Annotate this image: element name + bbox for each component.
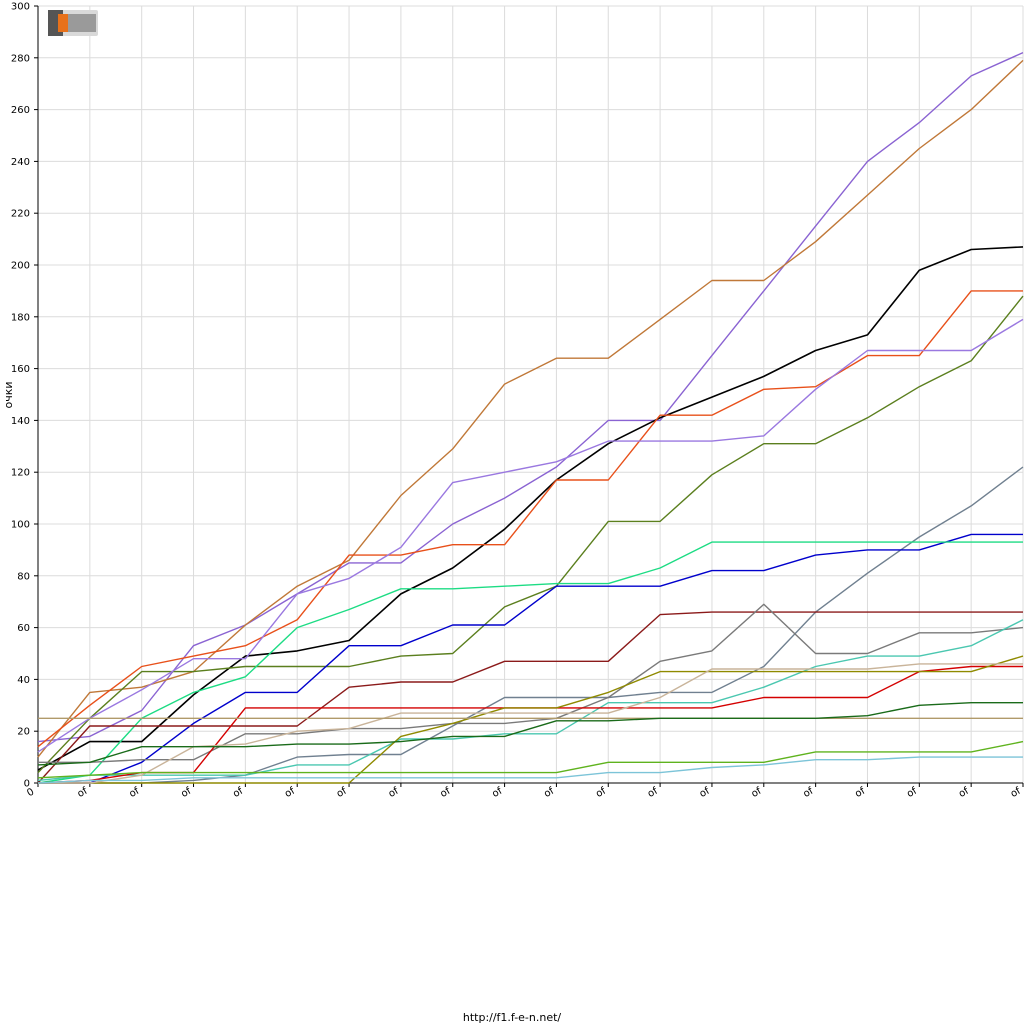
y-tick-label: 80	[17, 571, 30, 582]
series-line-4	[37, 290, 1023, 748]
series-lines	[37, 51, 1024, 784]
series-line-3	[37, 246, 1024, 771]
y-tick-label: 220	[11, 209, 30, 220]
series-line-19	[37, 756, 1023, 784]
y-tick-label: 240	[11, 157, 30, 168]
y-tick-label: 300	[11, 2, 30, 13]
series-line-11	[38, 603, 1024, 763]
x-tick-labels: 0 of of of of of of of of of of of of of of of of of of of	[25, 785, 1023, 800]
chart-grid	[37, 5, 1024, 784]
y-tick-label: 100	[11, 520, 30, 531]
series-line-17	[37, 702, 1023, 766]
y-tick-label: 0	[24, 779, 30, 790]
series-line-14	[38, 655, 1024, 784]
y-tick-label: 40	[17, 675, 30, 686]
y-axis-label: очки	[2, 381, 15, 408]
y-tick-label: 180	[11, 312, 30, 323]
series-line-9	[37, 541, 1023, 784]
y-tick-label: 140	[11, 416, 30, 427]
y-tick-label: 20	[17, 727, 30, 738]
y-tick-label: 120	[11, 468, 30, 479]
series-line-12	[37, 619, 1024, 782]
y-tick-label: 280	[11, 53, 30, 64]
series-line-2	[37, 59, 1024, 758]
f1en-logo	[48, 10, 98, 36]
series-line-6	[37, 318, 1024, 753]
x-tick-label: 0	[25, 786, 36, 799]
series-line-1	[37, 51, 1024, 743]
y-tick-label: 200	[11, 261, 30, 272]
y-tick-labels: 0 20 40 60 80 100 120 140 160 180 200 220 240 260 280 3…	[11, 2, 30, 790]
footer-url[interactable]: http://f1.f-e-n.net/	[462, 1011, 562, 1024]
series-line-5	[37, 295, 1024, 774]
y-tick-label: 260	[11, 105, 30, 116]
series-line-10	[37, 611, 1023, 784]
series-line-7	[38, 466, 1024, 784]
series-line-18	[37, 740, 1024, 779]
y-tick-label: 160	[11, 364, 30, 375]
y-tick-label: 60	[17, 623, 30, 634]
